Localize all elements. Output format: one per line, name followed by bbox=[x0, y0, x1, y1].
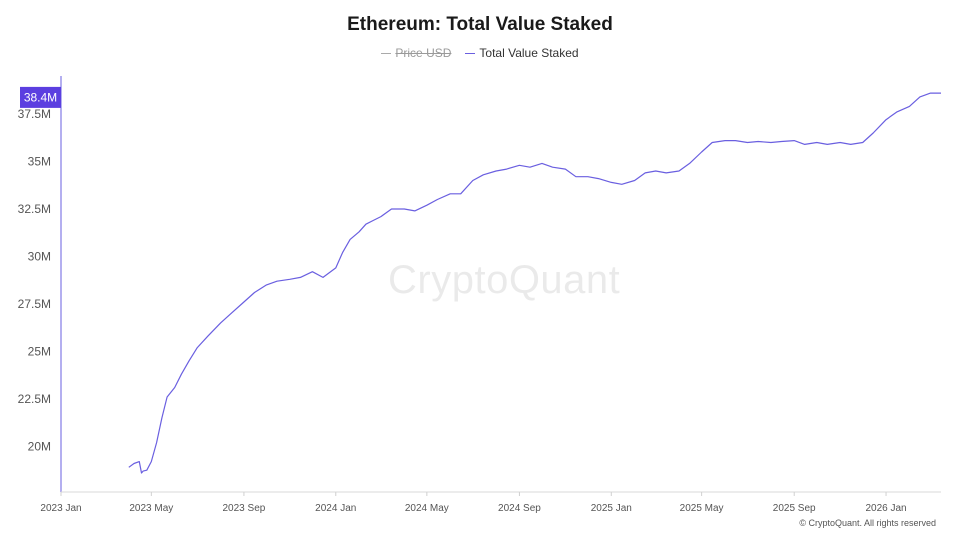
chart-legend: Price USD Total Value Staked bbox=[0, 46, 960, 60]
chart-title: Ethereum: Total Value Staked bbox=[347, 14, 613, 35]
legend-item-price-usd[interactable]: Price USD bbox=[381, 46, 451, 60]
y-tick-label: 22.5M bbox=[18, 392, 51, 406]
y-tick-label: 37.5M bbox=[18, 107, 51, 121]
y-tick-label: 30M bbox=[28, 249, 51, 263]
x-tick-label: 2026 Jan bbox=[865, 503, 906, 514]
current-value-label: 38.4M bbox=[24, 90, 57, 104]
y-tick-label: 25M bbox=[28, 344, 51, 358]
y-tick-label: 27.5M bbox=[18, 297, 51, 311]
current-value-badge bbox=[20, 86, 61, 108]
legend-item-total-value-staked[interactable]: Total Value Staked bbox=[465, 46, 579, 60]
copyright-notice: © CryptoQuant. All rights reserved bbox=[799, 518, 936, 528]
x-tick-label: 2025 May bbox=[680, 503, 724, 514]
x-tick-label: 2024 Jan bbox=[315, 503, 356, 514]
x-tick-label: 2025 Jan bbox=[591, 503, 632, 514]
x-tick-label: 2023 May bbox=[129, 503, 173, 514]
series-line-total-value-staked bbox=[128, 92, 941, 474]
x-tick-label: 2024 May bbox=[405, 503, 449, 514]
legend-label-total-value-staked: Total Value Staked bbox=[479, 46, 579, 60]
x-tick-label: 2023 Jan bbox=[40, 503, 81, 514]
x-tick-label: 2024 Sep bbox=[498, 503, 541, 514]
x-tick-label: 2025 Sep bbox=[773, 503, 816, 514]
y-tick-label: 35M bbox=[28, 154, 51, 168]
y-tick-label: 32.5M bbox=[18, 202, 51, 216]
legend-swatch-price-usd bbox=[381, 52, 392, 54]
y-tick-label: 20M bbox=[28, 439, 51, 453]
watermark: CryptoQuant bbox=[388, 258, 621, 302]
legend-label-price-usd: Price USD bbox=[395, 46, 452, 60]
x-tick-label: 2023 Sep bbox=[223, 503, 266, 514]
legend-swatch-total-value-staked bbox=[465, 52, 476, 54]
